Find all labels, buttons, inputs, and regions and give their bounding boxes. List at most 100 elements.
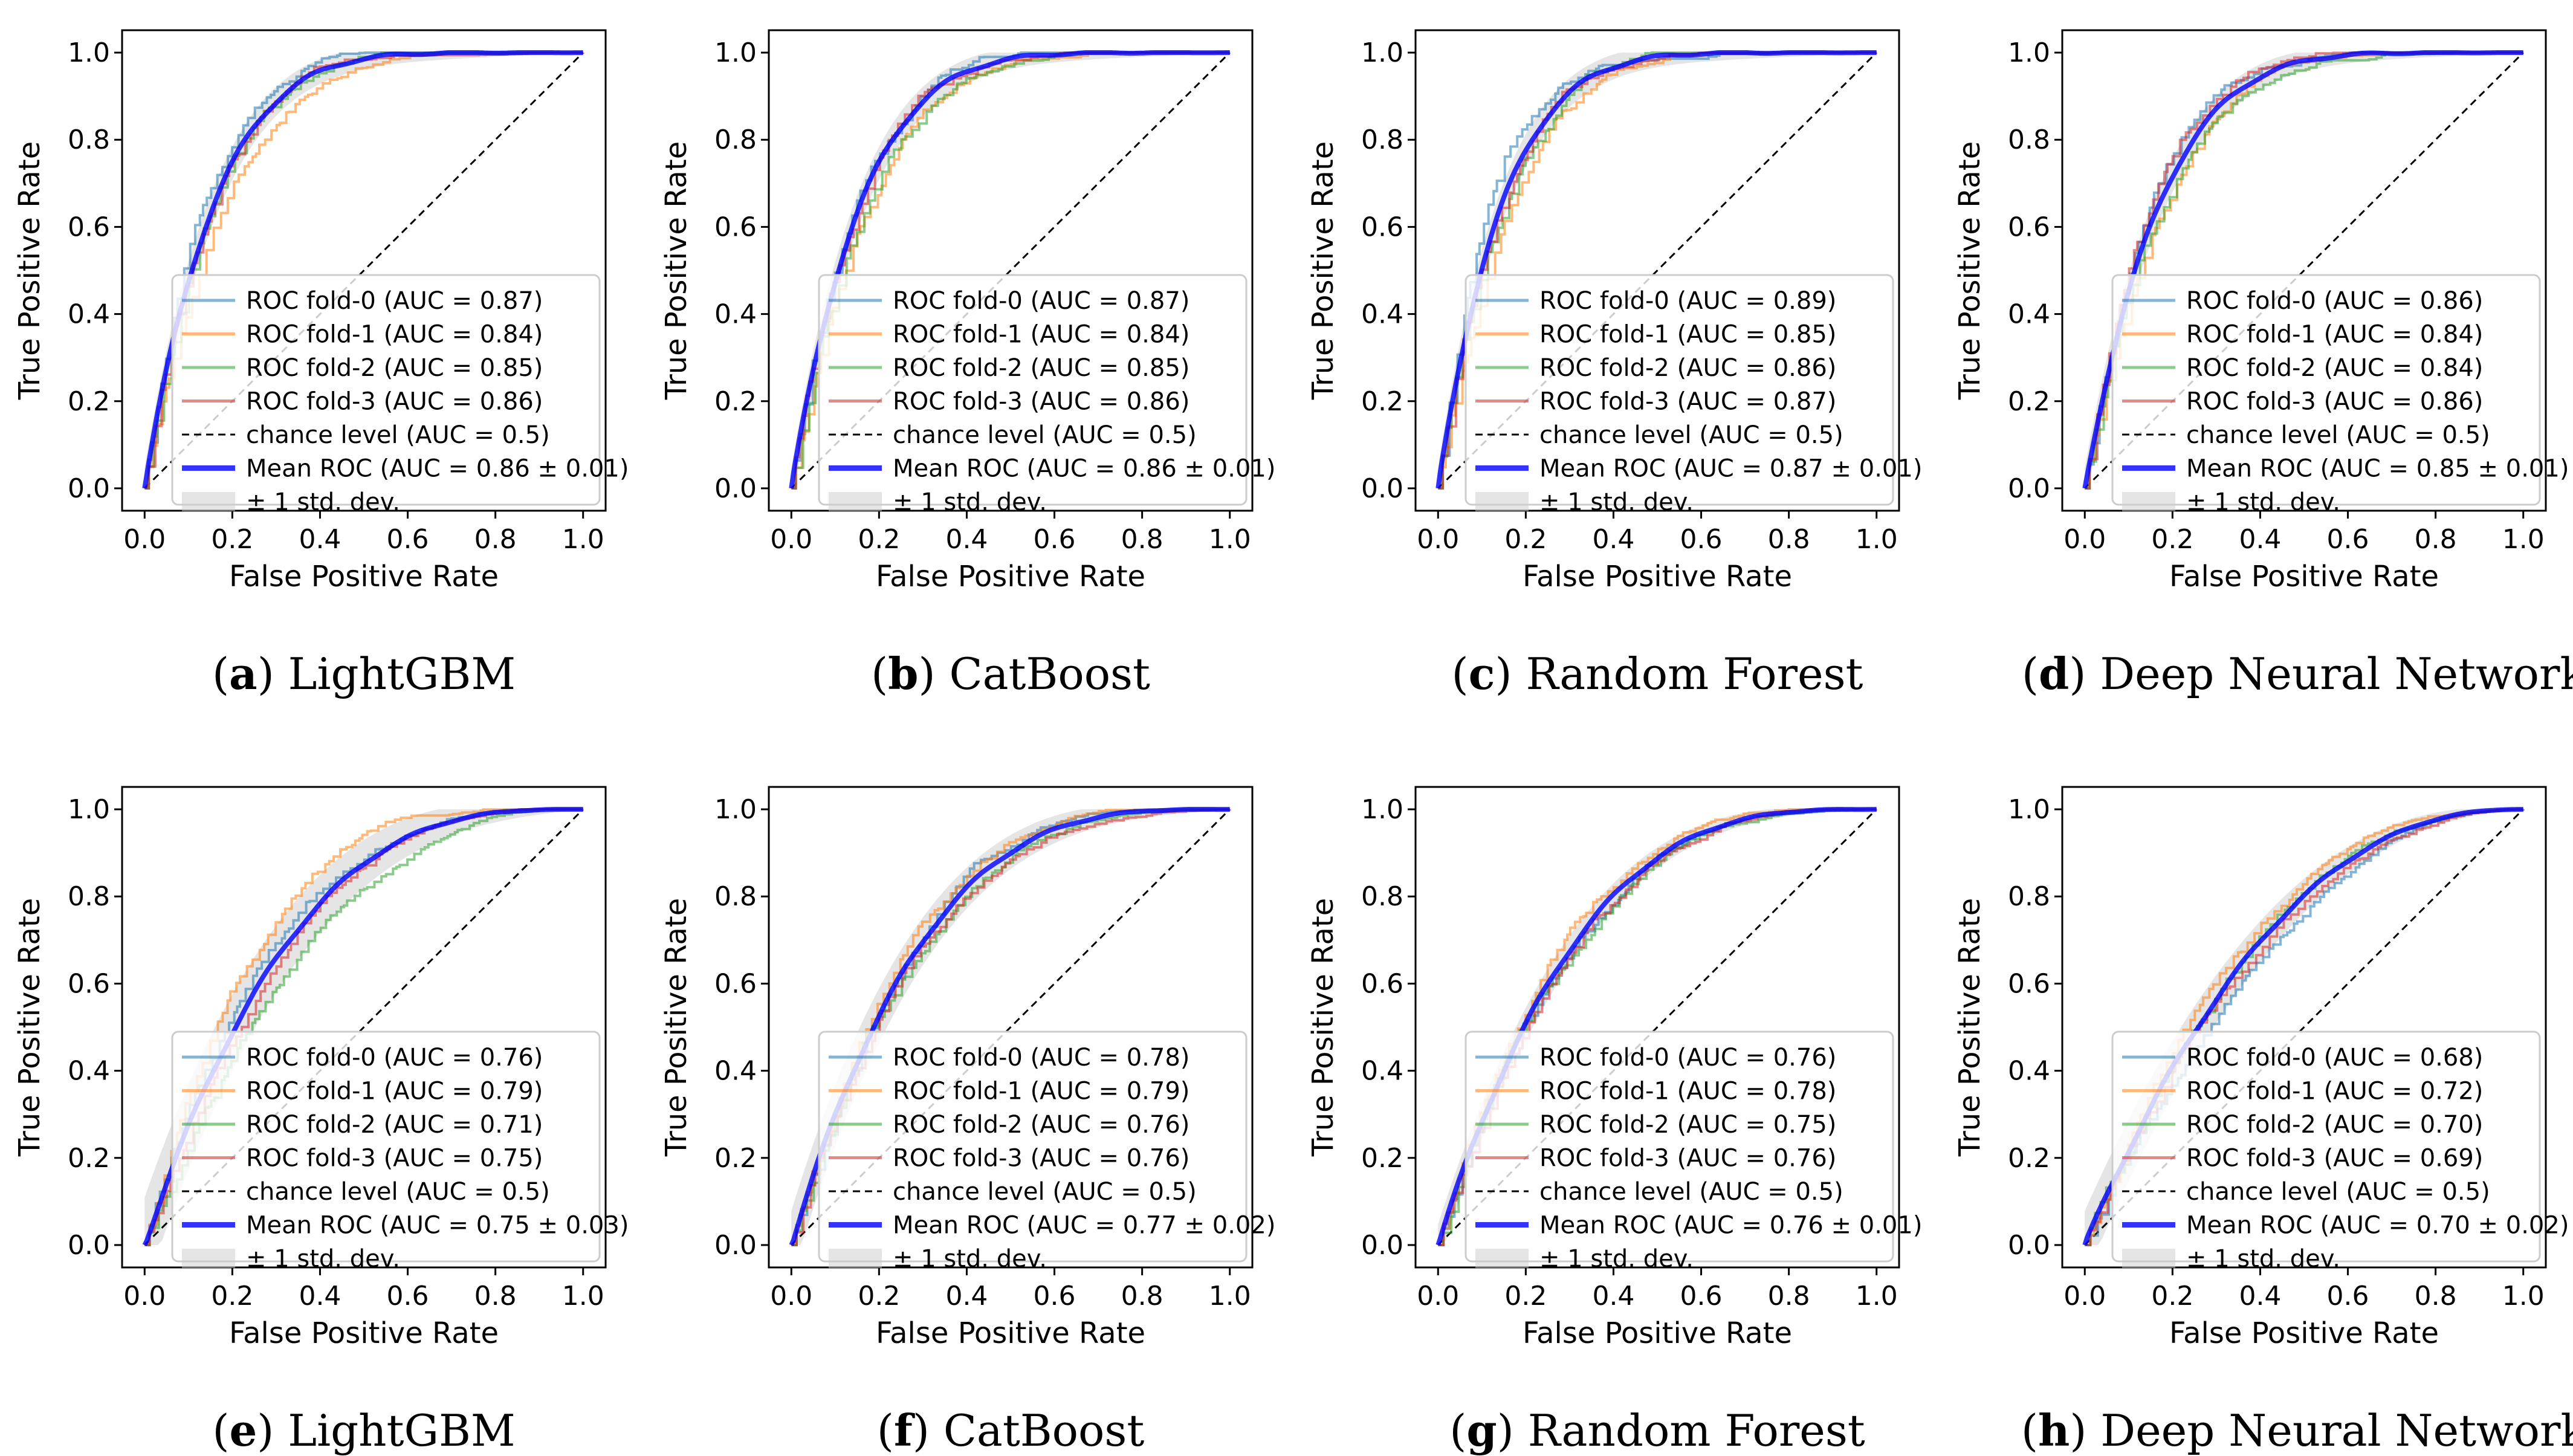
x-tick-label: 0.4 (1592, 524, 1634, 555)
x-tick-label: 0.0 (2063, 524, 2106, 555)
axes-frame (1414, 786, 1900, 1269)
x-tick-label: 0.0 (770, 524, 812, 555)
legend-label-mean: Mean ROC (AUC = 0.75 ± 0.03) (246, 1212, 629, 1240)
y-tick-label: 0.2 (68, 1143, 110, 1174)
legend-label-chance: chance level (AUC = 0.5) (893, 1178, 1197, 1206)
legend-box (1465, 1031, 1894, 1263)
caption-paren-close: ) (2069, 649, 2100, 699)
y-tick-label: 1.0 (2008, 37, 2050, 68)
x-tick-label: 1.0 (562, 524, 604, 555)
legend-label-fold-3: ROC fold-3 (AUC = 0.76) (1539, 1145, 1836, 1173)
legend-handle-band (2122, 1249, 2175, 1268)
caption-paren-close: ) (913, 1405, 943, 1456)
x-tick-label: 0.0 (1417, 1281, 1459, 1312)
y-axis-label: True Positive Rate (1306, 141, 1340, 401)
x-tick-label: 0.4 (945, 524, 988, 555)
legend-label-mean: Mean ROC (AUC = 0.86 ± 0.01) (246, 455, 629, 483)
caption-paren-close: ) (257, 649, 288, 699)
legend: ROC fold-0 (AUC = 0.87) ROC fold-1 (AUC =… (171, 274, 629, 516)
legend-label-fold-2: ROC fold-2 (AUC = 0.84) (2186, 354, 2483, 382)
x-tick-label: 0.6 (2327, 524, 2369, 555)
panel-caption: (f) CatBoost (877, 1405, 1145, 1456)
y-tick-label: 0.6 (68, 968, 110, 999)
y-tick-label: 1.0 (68, 794, 110, 825)
legend-label-chance: chance level (AUC = 0.5) (2186, 421, 2490, 449)
x-tick-label: 0.8 (1768, 1281, 1810, 1312)
legend-label-chance: chance level (AUC = 0.5) (2186, 1178, 2490, 1206)
panel-a: 0.0 0.2 0.4 0.6 0.8 1.0 0.0 0.2 0.4 0.6 0.8 1.0 Fals… (13, 29, 629, 699)
y-tick-label: 1.0 (1361, 794, 1403, 825)
x-tick-label: 0.0 (123, 1281, 166, 1312)
legend-label-fold-3: ROC fold-3 (AUC = 0.86) (246, 388, 543, 416)
x-tick-label: 0.4 (299, 524, 341, 555)
legend-handle-band (1475, 1249, 1529, 1268)
y-tick-label: 0.0 (714, 473, 757, 504)
x-tick-label: 0.8 (474, 1281, 517, 1312)
x-tick-label: 0.2 (1504, 1281, 1547, 1312)
panel-caption: (g) Random Forest (1449, 1405, 1865, 1456)
y-tick-label: 0.2 (2008, 1143, 2050, 1174)
legend-label-fold-3: ROC fold-3 (AUC = 0.69) (2186, 1145, 2483, 1173)
x-tick-label: 0.0 (123, 524, 166, 555)
y-tick-label: 0.2 (714, 386, 757, 417)
legend-handle-band (182, 492, 235, 511)
legend-handle-band (829, 492, 882, 511)
caption-text: LightGBM (288, 1405, 515, 1456)
y-tick-label: 0.4 (1361, 1056, 1403, 1087)
x-tick-label: 1.0 (1209, 1281, 1251, 1312)
axes-frame (768, 29, 1254, 512)
legend-label-chance: chance level (AUC = 0.5) (1539, 421, 1843, 449)
legend-label-fold-1: ROC fold-1 (AUC = 0.79) (246, 1078, 543, 1105)
legend-label-fold-2: ROC fold-2 (AUC = 0.71) (246, 1111, 543, 1139)
x-tick-label: 1.0 (562, 1281, 604, 1312)
x-tick-label: 0.4 (2239, 1281, 2281, 1312)
y-tick-label: 0.4 (714, 1056, 757, 1087)
legend-handle-band (829, 1249, 882, 1268)
legend-label-fold-1: ROC fold-1 (AUC = 0.84) (246, 321, 543, 349)
y-tick-label: 1.0 (68, 37, 110, 68)
x-tick-label: 0.0 (770, 1281, 812, 1312)
caption-letter: b (888, 648, 918, 699)
caption-paren-open: ( (871, 649, 888, 699)
panel-e: 0.0 0.2 0.4 0.6 0.8 1.0 0.0 0.2 0.4 0.6 0.8 1.0 Fals… (13, 786, 629, 1456)
caption-paren-open: ( (2021, 1405, 2038, 1456)
legend: ROC fold-0 (AUC = 0.78) ROC fold-1 (AUC =… (818, 1031, 1275, 1273)
x-tick-label: 1.0 (1856, 524, 1898, 555)
legend-label-fold-0: ROC fold-0 (AUC = 0.76) (246, 1044, 543, 1072)
caption-text: Deep Neural Network (2100, 649, 2573, 699)
legend-label-band: ± 1 std. dev. (246, 488, 400, 516)
legend-box (818, 274, 1248, 506)
legend: ROC fold-0 (AUC = 0.68) ROC fold-1 (AUC =… (2111, 1031, 2569, 1273)
y-tick-label: 0.0 (68, 473, 110, 504)
x-axis-label: False Positive Rate (2169, 560, 2439, 594)
mean-roc-curve (789, 50, 1230, 489)
legend-label-fold-0: ROC fold-0 (AUC = 0.68) (2186, 1044, 2483, 1072)
x-axis-label: False Positive Rate (229, 1316, 499, 1350)
panel-caption: (e) LightGBM (212, 1405, 515, 1456)
caption-text: LightGBM (288, 649, 516, 699)
y-tick-label: 0.8 (68, 125, 110, 155)
y-tick-label: 0.0 (2008, 473, 2050, 504)
y-tick-label: 0.0 (1361, 473, 1403, 504)
mean-roc-curve (2082, 50, 2523, 489)
legend-label-band: ± 1 std. dev. (246, 1245, 400, 1273)
x-tick-label: 0.2 (1504, 524, 1547, 555)
y-tick-label: 0.2 (2008, 386, 2050, 417)
y-tick-label: 1.0 (714, 794, 757, 825)
mean-roc-curve (142, 50, 583, 489)
legend-label-fold-2: ROC fold-2 (AUC = 0.85) (893, 354, 1189, 382)
caption-paren-open: ( (1452, 649, 1469, 699)
caption-text: Deep Neural Network (2100, 1405, 2573, 1456)
panel-caption: (h) Deep Neural Network (2021, 1405, 2573, 1456)
panel-b: 0.0 0.2 0.4 0.6 0.8 1.0 0.0 0.2 0.4 0.6 0.8 1.0 Fals… (659, 29, 1275, 699)
axes-frame (2061, 786, 2547, 1269)
panel-caption: (d) Deep Neural Network (2022, 648, 2573, 699)
axes-frame (2061, 29, 2547, 512)
x-tick-label: 0.8 (1121, 524, 1164, 555)
y-tick-label: 0.6 (714, 968, 757, 999)
y-tick-label: 0.2 (1361, 386, 1403, 417)
y-tick-label: 0.6 (1361, 212, 1403, 242)
x-tick-label: 0.6 (1034, 524, 1076, 555)
y-tick-label: 0.4 (1361, 299, 1403, 330)
x-tick-label: 0.6 (1680, 524, 1723, 555)
